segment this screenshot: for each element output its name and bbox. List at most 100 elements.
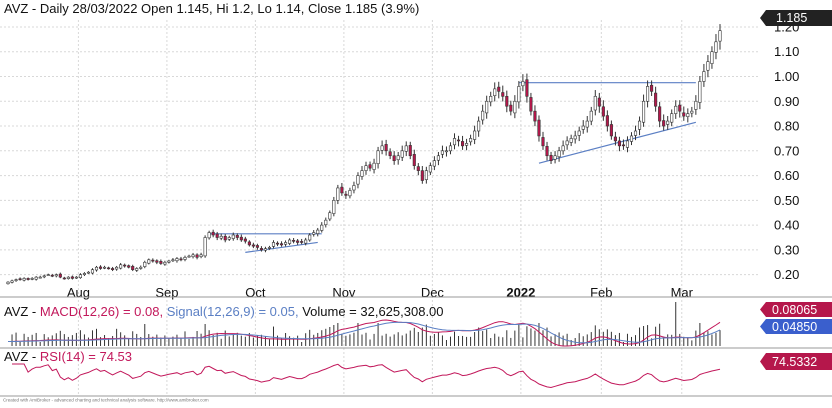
candle-body [517,86,521,103]
candle-body [497,86,501,92]
last-price-badge: 1.185 [760,10,832,26]
candle-body [444,150,449,153]
candle-body [163,261,167,265]
candle-body [408,145,412,157]
candle-body [46,274,50,276]
candle-body [167,260,171,263]
candle-body [376,150,380,164]
candle-body [239,236,243,241]
candle-body [344,193,348,196]
candle-body [589,110,593,122]
candle-body [400,150,404,158]
candle-body [300,241,304,243]
candle-body [263,248,267,251]
candle-body [328,212,332,220]
trendlines [209,82,697,253]
candle-body [103,266,107,269]
candle-body [66,276,70,279]
rsi-title-prefix: AVZ - [4,349,40,364]
candle-body [509,104,513,112]
candle-body [271,242,276,247]
candle-body [211,231,215,236]
candle-body [440,150,444,155]
candle-body [219,235,223,239]
footer-credit: Created with AmiBroker - advanced charti… [3,398,209,403]
candle-body [489,96,493,103]
price-panel-title: AVZ - Daily 28/03/2022 Open 1.145, Hi 1.… [4,1,419,16]
candle-body [710,51,714,64]
candle-body [98,266,103,269]
x-tick-label: Nov [332,285,356,300]
candle-body [336,187,340,201]
candle-body [416,166,420,171]
candle-body [553,155,557,160]
candle-body [662,120,666,127]
candle-body [404,145,408,152]
candle-body [473,130,477,140]
candle-body [702,71,706,82]
macd-badge-text: 0.08065 [772,303,817,317]
price-y-tick: 0.30 [774,242,799,257]
candle-body [666,120,670,125]
support-line-feb [538,121,697,164]
macd-line [8,319,721,347]
candle-body [368,164,372,169]
candle-body [694,100,698,110]
candle-body [123,264,127,267]
candle-body [320,224,324,231]
candle-body [477,120,481,132]
candle-body [243,238,247,242]
rsi-line [12,363,721,389]
x-tick-label: Sep [155,285,178,300]
candle-body [485,100,489,114]
candle-body [70,276,74,279]
candle-body [14,279,18,281]
candle-body [593,96,597,111]
rsi-badge-pointer [760,353,766,370]
candle-body [601,106,605,117]
candle-body [58,273,62,278]
last-price-badge-text: 1.185 [776,11,807,25]
candles [6,24,722,285]
candle-body [54,274,58,277]
candle-body [541,137,545,147]
candle-body [501,92,505,97]
rsi-badge-bg [766,353,832,370]
candle-body [585,120,589,128]
candle-body [372,162,376,170]
candle-body [275,242,280,245]
candle-body [621,144,625,147]
price-y-axis: 0.20 0.30 0.40 0.50 0.60 0.70 0.80 0.90 1.00 1.10… [774,19,799,282]
candle-body [654,92,658,107]
candle-body [139,266,143,269]
volume-label: Volume = 32,625,308.00 [302,304,443,319]
x-tick-label: Aug [67,285,90,300]
candle-body [231,234,235,239]
price-y-tick: 0.90 [774,94,799,109]
candle-body [545,146,549,157]
candle-body [195,254,199,258]
candle-body [223,235,227,241]
candle-body [678,104,682,112]
candle-body [74,276,78,279]
candle-body [135,268,139,271]
candle-body [557,150,561,158]
candle-body [171,259,175,262]
candle-body [396,155,400,161]
candle-body [288,239,292,244]
candle-body [115,266,119,270]
candle-body [617,140,621,147]
candle-body [493,88,497,97]
rsi-badge-text: 74.5332 [772,355,817,369]
signal-line [8,321,721,344]
candle-body [469,138,473,143]
candle-body [78,274,82,279]
candle-body [18,278,22,281]
x-tick-label: Feb [590,285,612,300]
candle-body [565,140,569,146]
candle-body [151,259,155,262]
signal-badge-text: 0.04850 [772,320,817,334]
candle-body [533,110,537,122]
